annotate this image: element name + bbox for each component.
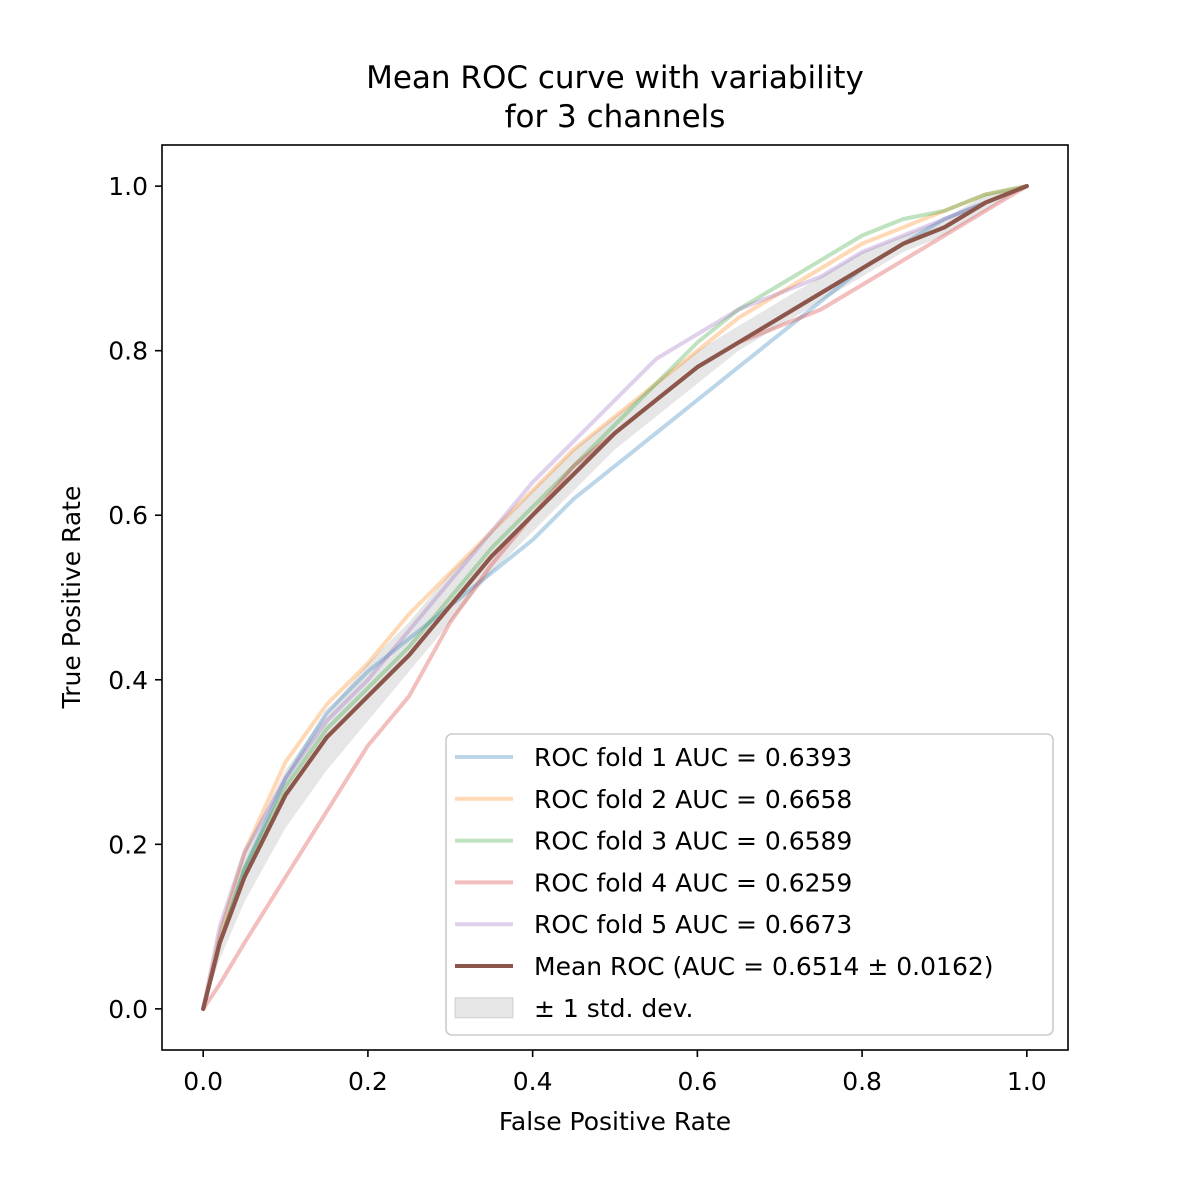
legend-label: ± 1 std. dev. bbox=[534, 994, 693, 1023]
x-axis-ticks: 0.0 0.2 0.4 0.6 0.8 1.0 bbox=[183, 1050, 1047, 1096]
chart-title-line2: for 3 channels bbox=[505, 99, 726, 135]
x-tick-label: 0.8 bbox=[842, 1067, 882, 1096]
roc-fold-line-5 bbox=[201, 184, 1029, 1011]
y-tick-label: 0.2 bbox=[108, 830, 148, 859]
legend-label: Mean ROC (AUC = 0.6514 ± 0.0162) bbox=[534, 952, 994, 981]
legend-label: ROC fold 4 AUC = 0.6259 bbox=[534, 868, 852, 897]
roc-fold-line-2 bbox=[201, 184, 1029, 1011]
x-axis-label: False Positive Rate bbox=[499, 1107, 731, 1136]
x-tick-label: 0.2 bbox=[348, 1067, 388, 1096]
legend-swatch-band bbox=[454, 997, 514, 1019]
legend-label: ROC fold 1 AUC = 0.6393 bbox=[534, 743, 852, 772]
legend-label: ROC fold 3 AUC = 0.6589 bbox=[534, 827, 852, 856]
legend: ROC fold 1 AUC = 0.6393 ROC fold 2 AUC = … bbox=[445, 733, 1054, 1036]
mean-roc-line bbox=[201, 184, 1029, 1012]
y-tick-label: 0.8 bbox=[108, 337, 148, 366]
y-axis-ticks: 0.0 0.2 0.4 0.6 0.8 1.0 bbox=[108, 172, 162, 1024]
legend-label: ROC fold 5 AUC = 0.6673 bbox=[534, 910, 852, 939]
y-tick-label: 1.0 bbox=[108, 172, 148, 201]
y-tick-label: 0.4 bbox=[108, 666, 148, 695]
legend-label: ROC fold 2 AUC = 0.6658 bbox=[534, 785, 852, 814]
legend-box bbox=[445, 733, 1054, 1036]
x-tick-label: 1.0 bbox=[1007, 1067, 1047, 1096]
x-tick-label: 0.0 bbox=[183, 1067, 223, 1096]
y-tick-label: 0.0 bbox=[108, 995, 148, 1024]
roc-fold-line-4 bbox=[201, 184, 1029, 1011]
roc-fold-line-3 bbox=[201, 184, 1029, 1011]
x-tick-label: 0.4 bbox=[513, 1067, 553, 1096]
series-layer bbox=[201, 184, 1029, 1012]
chart-title-line1: Mean ROC curve with variability bbox=[366, 60, 864, 96]
y-tick-label: 0.6 bbox=[108, 501, 148, 530]
x-tick-label: 0.6 bbox=[677, 1067, 717, 1096]
plot-frame bbox=[161, 144, 1069, 1051]
y-axis-label: True Positive Rate bbox=[57, 486, 86, 710]
